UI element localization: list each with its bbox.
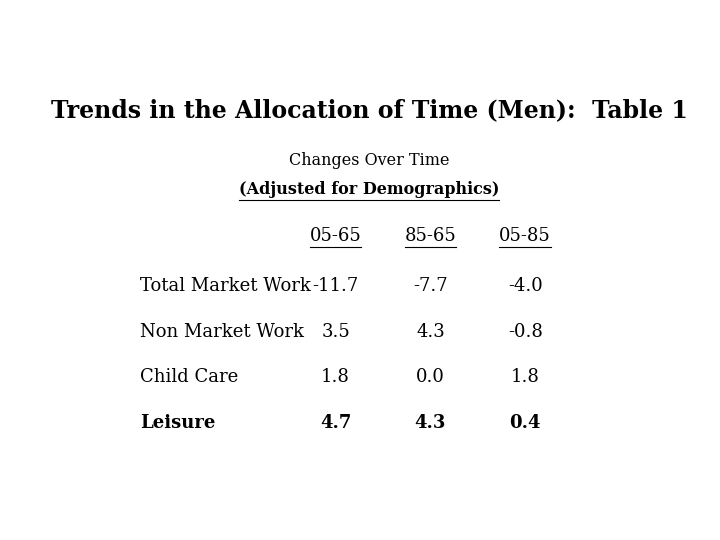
- Text: -7.7: -7.7: [413, 277, 448, 295]
- Text: 85-65: 85-65: [405, 227, 456, 245]
- Text: 0.0: 0.0: [416, 368, 445, 386]
- Text: (Adjusted for Demographics): (Adjusted for Demographics): [239, 181, 499, 198]
- Text: -4.0: -4.0: [508, 277, 543, 295]
- Text: -11.7: -11.7: [312, 277, 359, 295]
- Text: Total Market Work: Total Market Work: [140, 277, 311, 295]
- Text: 4.3: 4.3: [416, 322, 445, 341]
- Text: 1.8: 1.8: [510, 368, 540, 386]
- Text: Trends in the Allocation of Time (Men):  Table 1: Trends in the Allocation of Time (Men): …: [50, 98, 688, 122]
- Text: 4.3: 4.3: [415, 414, 446, 432]
- Text: 3.5: 3.5: [321, 322, 350, 341]
- Text: 1.8: 1.8: [321, 368, 350, 386]
- Text: -0.8: -0.8: [508, 322, 543, 341]
- Text: Changes Over Time: Changes Over Time: [289, 152, 449, 169]
- Text: 05-65: 05-65: [310, 227, 361, 245]
- Text: 0.4: 0.4: [510, 414, 541, 432]
- Text: 4.7: 4.7: [320, 414, 351, 432]
- Text: 05-85: 05-85: [500, 227, 551, 245]
- Text: Leisure: Leisure: [140, 414, 215, 432]
- Text: Non Market Work: Non Market Work: [140, 322, 305, 341]
- Text: Child Care: Child Care: [140, 368, 238, 386]
